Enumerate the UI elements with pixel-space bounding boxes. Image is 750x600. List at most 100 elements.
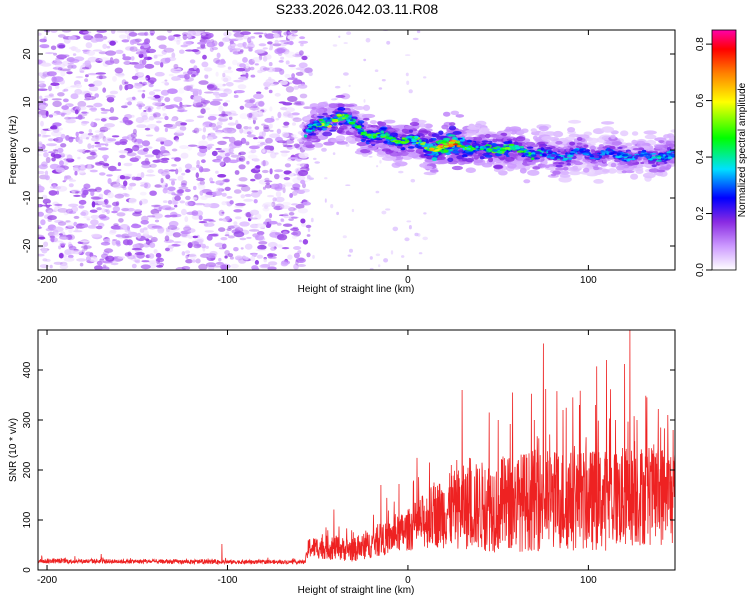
signal-blob <box>526 146 534 149</box>
noise-blob <box>87 164 92 171</box>
noise-blob <box>99 258 105 261</box>
noise-blob <box>70 46 77 52</box>
noise-blob <box>54 136 64 143</box>
noise-blob <box>59 68 71 72</box>
noise-blob <box>38 80 46 83</box>
signal-blob <box>406 149 415 153</box>
noise-blob <box>38 253 45 257</box>
signal-blob <box>321 127 327 131</box>
signal-blob <box>620 130 629 137</box>
signal-blob <box>316 115 325 118</box>
noise-blob <box>137 101 143 105</box>
signal-blob <box>555 167 565 171</box>
noise-blob <box>282 223 293 227</box>
signal-blob <box>377 121 384 125</box>
noise-blob <box>276 244 283 248</box>
signal-blob <box>476 150 485 155</box>
signal-blob <box>568 170 581 176</box>
noise-blob <box>164 57 171 63</box>
noise-blob <box>139 191 147 196</box>
noise-blob <box>101 208 106 214</box>
noise-blob <box>187 30 197 37</box>
signal-blob <box>385 133 390 137</box>
signal-blob <box>409 121 420 127</box>
noise-speckle <box>378 264 381 268</box>
noise-blob <box>113 223 119 227</box>
signal-blob <box>472 136 483 142</box>
signal-blob <box>345 136 353 142</box>
signal-blob <box>448 125 457 131</box>
signal-blob <box>466 152 474 155</box>
noise-blob <box>144 154 155 158</box>
noise-blob <box>38 164 48 170</box>
noise-speckle <box>401 255 405 258</box>
noise-blob <box>94 33 103 40</box>
noise-blob <box>200 108 206 115</box>
noise-blob <box>249 209 260 215</box>
noise-blob <box>277 111 282 119</box>
noise-blob <box>79 70 85 73</box>
signal-blob <box>448 134 456 137</box>
signal-blob <box>381 148 391 152</box>
noise-blob <box>223 77 229 83</box>
spectrogram-marks <box>38 30 675 270</box>
noise-blob <box>285 139 295 144</box>
noise-blob <box>143 198 149 204</box>
signal-blob <box>337 107 346 111</box>
noise-blob <box>238 184 249 187</box>
noise-blob <box>216 52 221 59</box>
signal-blob <box>434 135 441 138</box>
noise-blob <box>52 184 56 189</box>
noise-blob <box>240 185 251 192</box>
noise-blob <box>283 121 290 126</box>
noise-speckle <box>349 248 353 253</box>
noise-blob <box>283 31 292 36</box>
signal-blob <box>353 106 365 110</box>
noise-blob <box>139 200 143 206</box>
noise-blob <box>269 168 273 175</box>
noise-blob <box>41 134 52 137</box>
noise-blob <box>293 263 299 270</box>
noise-blob <box>46 143 57 147</box>
noise-blob <box>181 180 188 186</box>
noise-blob <box>199 166 204 173</box>
noise-blob <box>282 231 288 235</box>
noise-blob <box>146 169 154 174</box>
noise-blob <box>250 149 257 154</box>
noise-blob <box>60 70 66 77</box>
noise-blob <box>58 236 69 240</box>
noise-blob <box>51 157 56 162</box>
noise-blob <box>43 98 49 102</box>
noise-blob <box>141 160 151 166</box>
noise-blob <box>67 62 74 65</box>
signal-blob <box>541 136 555 141</box>
noise-blob <box>124 235 132 239</box>
noise-blob <box>198 221 208 224</box>
noise-blob <box>129 182 137 187</box>
noise-blob <box>256 254 264 259</box>
signal-blob <box>404 125 414 130</box>
noise-blob <box>141 93 146 99</box>
signal-blob <box>337 127 345 131</box>
noise-blob <box>293 187 300 192</box>
noise-blob <box>295 203 305 209</box>
noise-blob <box>83 183 91 189</box>
noise-blob <box>261 123 266 126</box>
noise-blob <box>218 92 228 98</box>
noise-blob <box>48 93 54 97</box>
signal-blob <box>644 134 657 140</box>
noise-blob <box>81 111 88 114</box>
signal-blob <box>376 140 385 143</box>
noise-blob <box>211 46 218 51</box>
noise-blob <box>246 134 256 138</box>
noise-blob <box>234 227 244 233</box>
noise-blob <box>228 136 236 143</box>
signal-blob <box>642 172 656 179</box>
noise-blob <box>182 34 188 40</box>
signal-blob <box>394 161 408 167</box>
noise-blob <box>174 157 181 162</box>
noise-blob <box>173 193 183 196</box>
noise-blob <box>50 45 57 51</box>
noise-blob <box>258 100 265 107</box>
noise-blob <box>51 130 62 137</box>
